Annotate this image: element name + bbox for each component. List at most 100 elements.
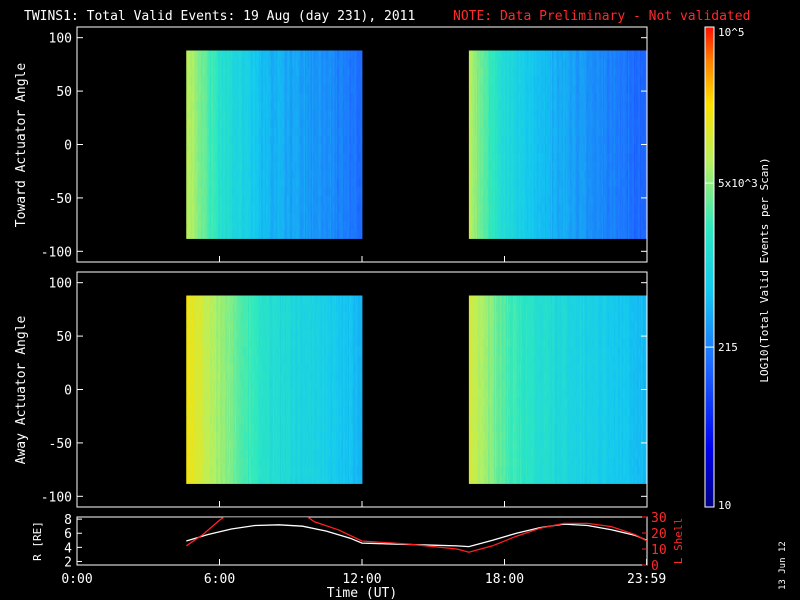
toward-heatmap-cell-3303 xyxy=(471,76,473,86)
toward-heatmap-cell-230 xyxy=(198,135,200,145)
toward-heatmap-cell-1496 xyxy=(267,50,269,60)
toward-heatmap-cell-521 xyxy=(213,178,216,188)
toward-heatmap-cell-1738 xyxy=(280,50,282,60)
toward-heatmap-cell-2456 xyxy=(318,170,320,180)
toward-heatmap-cell-3583 xyxy=(485,212,488,222)
toward-heatmap-cell-402 xyxy=(207,101,210,111)
toward-heatmap-cell-2077 xyxy=(297,127,300,137)
toward-heatmap-cell-914 xyxy=(234,153,237,162)
toward-heatmap-cell-3721 xyxy=(493,76,496,86)
toward-heatmap-cell-3296 xyxy=(470,204,472,214)
toward-heatmap-cell-3505 xyxy=(481,110,484,120)
toward-heatmap-cell-4523 xyxy=(536,161,539,171)
toward-heatmap-cell-2444 xyxy=(318,67,320,77)
toward-heatmap-cell-1804 xyxy=(283,50,286,60)
toward-heatmap-cell-1419 xyxy=(262,144,264,154)
toward-heatmap-cell-4549 xyxy=(537,195,540,205)
toward-heatmap-cell-1592 xyxy=(271,118,274,128)
toward-heatmap-cell-4120 xyxy=(515,101,517,111)
toward-heatmap-cell-2505 xyxy=(320,212,323,222)
toward-heatmap-cell-4862 xyxy=(555,50,558,60)
toward-heatmap-cell-698 xyxy=(223,187,225,197)
toward-heatmap-cell-2262 xyxy=(307,204,309,214)
toward-heatmap-cell-3357 xyxy=(473,161,476,171)
toward-heatmap-cell-57 xyxy=(188,161,191,171)
toward-heatmap-cell-4926 xyxy=(557,221,560,231)
toward-heatmap-cell-4305 xyxy=(524,178,527,188)
toward-heatmap-cell-2038 xyxy=(295,170,298,180)
toward-heatmap-cell-4151 xyxy=(516,178,518,188)
toward-heatmap-cell-2878 xyxy=(340,204,343,214)
toward-heatmap-cell-3114 xyxy=(353,153,356,162)
toward-heatmap-cell-1517 xyxy=(267,229,269,239)
toward-heatmap-cell-2894 xyxy=(341,153,344,162)
toward-heatmap-cell-2327 xyxy=(310,195,313,205)
toward-heatmap-cell-1111 xyxy=(245,144,248,154)
toward-heatmap-cell-171 xyxy=(194,195,197,205)
toward-heatmap-cell-3510 xyxy=(481,153,484,162)
toward-heatmap-cell-2724 xyxy=(332,204,334,214)
toward-heatmap-cell-1095 xyxy=(244,195,247,205)
toward-heatmap-cell-4609 xyxy=(541,144,543,154)
toward-heatmap-cell-1269 xyxy=(253,178,256,188)
toward-heatmap-cell-2980 xyxy=(346,135,349,145)
toward-heatmap-cell-4174 xyxy=(517,187,520,197)
toward-heatmap-cell-1729 xyxy=(278,161,281,171)
toward-heatmap-cell-1961 xyxy=(291,76,294,86)
toward-heatmap-cell-1619 xyxy=(272,161,275,171)
toward-heatmap-cell-4150 xyxy=(516,170,518,180)
toward-heatmap-cell-2201 xyxy=(305,59,307,68)
toward-heatmap-cell-2645 xyxy=(328,93,331,103)
toward-heatmap-cell-2811 xyxy=(337,195,339,205)
toward-heatmap-cell-3604 xyxy=(486,204,489,214)
toward-heatmap-cell-2488 xyxy=(320,67,323,77)
toward-heatmap-cell-3655 xyxy=(490,76,492,86)
toward-heatmap-cell-4126 xyxy=(515,153,517,162)
toward-heatmap-cell-3588 xyxy=(486,67,489,77)
toward-heatmap-cell-1244 xyxy=(252,153,255,162)
toward-heatmap-cell-1774 xyxy=(281,170,283,180)
toward-heatmap-cell-60 xyxy=(188,187,191,197)
toward-heatmap-cell-4655 xyxy=(543,161,546,171)
toward-heatmap-cell-1372 xyxy=(259,118,262,128)
toward-heatmap-cell-4753 xyxy=(549,59,552,68)
toward-heatmap-cell-2406 xyxy=(315,118,318,128)
toward-heatmap-cell-2472 xyxy=(319,118,321,128)
toward-heatmap-cell-24 xyxy=(187,67,190,77)
toward-heatmap-cell-1834 xyxy=(284,118,287,128)
toward-heatmap-cell-3750 xyxy=(495,135,497,145)
toward-heatmap-cell-1544 xyxy=(269,84,271,94)
toward-heatmap-cell-3596 xyxy=(486,135,489,145)
toward-heatmap-cell-4771 xyxy=(549,212,552,222)
toward-heatmap-cell-4023 xyxy=(509,212,511,222)
toward-heatmap-cell-3632 xyxy=(489,67,491,77)
toward-heatmap-cell-524 xyxy=(213,204,216,214)
toward-heatmap-cell-3559 xyxy=(484,195,486,205)
toward-heatmap-cell-428 xyxy=(208,135,211,145)
toward-heatmap-cell-4834 xyxy=(553,187,555,197)
toward-heatmap-cell-3790 xyxy=(497,101,499,111)
toward-heatmap-cell-2272 xyxy=(308,101,311,111)
toward-heatmap-cell-1764 xyxy=(281,84,283,94)
toward-heatmap-cell-1350 xyxy=(258,118,261,128)
toward-heatmap-cell-2090 xyxy=(299,50,301,60)
toward-heatmap-cell-9 xyxy=(186,127,188,137)
toward-heatmap-cell-696 xyxy=(223,170,225,180)
toward-heatmap-cell-906 xyxy=(234,84,237,94)
toward-heatmap-cell-1600 xyxy=(271,187,274,197)
toward-heatmap-cell-3532 xyxy=(483,153,485,162)
toward-heatmap-cell-4895 xyxy=(556,144,559,154)
toward-heatmap-cell-3259 xyxy=(468,76,471,86)
toward-heatmap-cell-1855 xyxy=(286,110,288,120)
toward-heatmap-cell-2087 xyxy=(297,212,300,222)
toward-heatmap-cell-2887 xyxy=(341,93,344,103)
toward-heatmap-cell-3300 xyxy=(471,50,473,60)
toward-heatmap-cell-3195 xyxy=(358,93,361,103)
toward-heatmap-cell-3979 xyxy=(506,212,509,222)
toward-heatmap-cell-992 xyxy=(239,67,242,77)
toward-heatmap-cell-3390 xyxy=(476,67,478,77)
toward-heatmap-cell-581 xyxy=(217,127,219,137)
toward-heatmap-cell-3549 xyxy=(484,110,486,120)
toward-heatmap-cell-4458 xyxy=(533,170,535,180)
toward-heatmap-cell-477 xyxy=(211,178,213,188)
